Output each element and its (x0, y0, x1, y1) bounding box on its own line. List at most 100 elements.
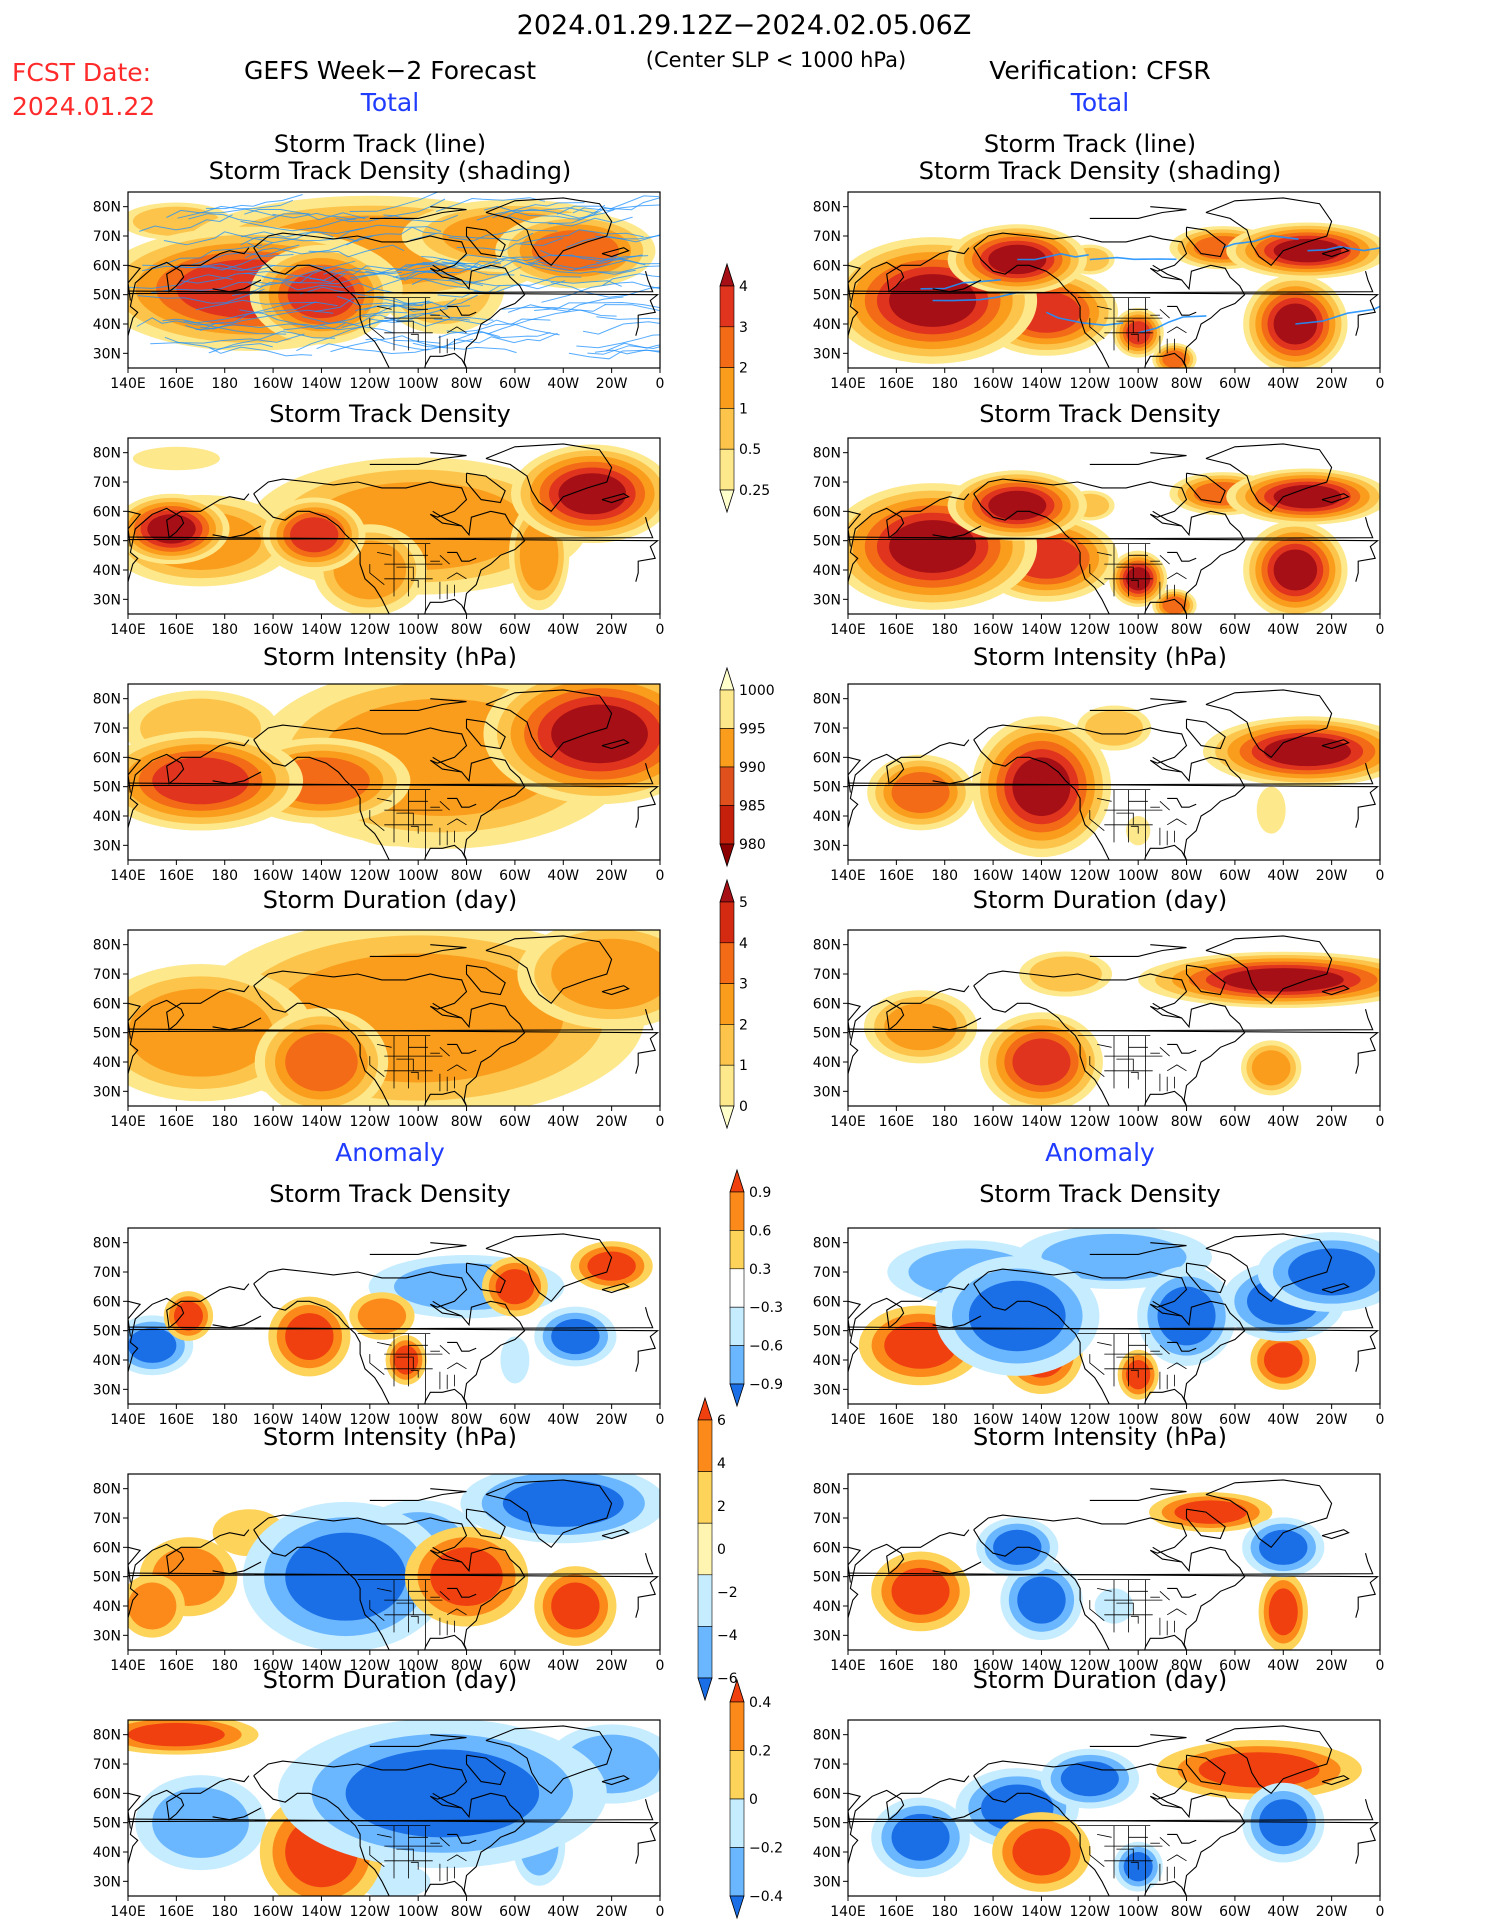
lon-tick-label: 160W (253, 622, 294, 638)
map-frame (127, 929, 661, 1107)
lat-tick-label: 30N (813, 838, 841, 854)
lat-tick-label: 60N (813, 750, 841, 766)
colorbar-tick-label: −2 (717, 1585, 738, 1601)
lon-tick-label: 100W (1118, 376, 1159, 392)
lon-tick-label: 160E (159, 622, 195, 638)
lat-tick-label: 30N (813, 346, 841, 362)
lon-tick-label: 20W (596, 868, 628, 884)
lon-tick-label: 140W (301, 868, 342, 884)
lon-tick-label: 180 (211, 376, 238, 392)
lon-tick-label: 140E (830, 1114, 866, 1130)
colorbar-duration-anomaly: 0.4 0.2 0 −0.2 −0.4 (729, 1678, 783, 1920)
lon-tick-label: 120W (1070, 1114, 1111, 1130)
lat-tick-label: 30N (93, 592, 121, 608)
date-range-title: 2024.01.29.12Z−2024.02.05.06Z (516, 10, 972, 41)
colorbar-tick-label: −6 (717, 1671, 738, 1687)
lon-tick-label: 140E (110, 622, 146, 638)
map-frame (127, 1473, 661, 1651)
contour-fill (1273, 303, 1318, 345)
lat-tick-label: 70N (813, 967, 841, 983)
lat-tick-label: 60N (93, 1786, 121, 1802)
lat-tick-label: 60N (93, 996, 121, 1012)
contour-fill (1198, 1752, 1320, 1788)
lon-tick-label: 40W (1267, 622, 1299, 638)
lon-tick-label: 120W (1070, 376, 1111, 392)
map-panel-fc-density-anom: 80N 70N 60N 50N 40N 30N 140E 160E 180 160W 140W 120… (93, 1227, 664, 1428)
lon-tick-label: 140W (1021, 1658, 1062, 1674)
lon-tick-label: 180 (211, 868, 238, 884)
lat-tick-label: 40N (93, 563, 121, 579)
colorbar-tick-label: 0.5 (739, 442, 761, 458)
lon-tick-label: 80W (1171, 1114, 1203, 1130)
lon-tick-label: 140W (1021, 1114, 1062, 1130)
contour-fill (1268, 1588, 1298, 1636)
lat-tick-label: 80N (93, 1482, 121, 1498)
lon-tick-label: 180 (211, 1658, 238, 1674)
lon-tick-label: 160E (159, 376, 195, 392)
lat-tick-label: 40N (93, 809, 121, 825)
lon-tick-label: 140E (110, 1412, 146, 1428)
lon-tick-label: 140W (1021, 1412, 1062, 1428)
colorbar-tick-label: 5 (739, 895, 748, 911)
lat-tick-label: 80N (813, 1482, 841, 1498)
lon-tick-label: 100W (1118, 1114, 1159, 1130)
lon-tick-label: 180 (211, 1412, 238, 1428)
colorbar-tick-label: 2 (739, 1017, 748, 1033)
lon-tick-label: 120W (1070, 868, 1111, 884)
coastline (128, 1725, 660, 1896)
shading-layer (128, 1474, 660, 1650)
contour-fill (1288, 1248, 1376, 1296)
lon-tick-label: 100W (398, 868, 439, 884)
shading-layer (848, 1479, 1380, 1650)
shading-layer (848, 1228, 1380, 1404)
contour-fill (558, 473, 627, 515)
shading-layer (128, 192, 660, 368)
lon-tick-label: 60W (499, 1412, 531, 1428)
lon-tick-label: 40W (547, 376, 579, 392)
contour-fill (1273, 549, 1318, 591)
lat-tick-label: 60N (813, 1540, 841, 1556)
lon-tick-label: 140W (301, 1412, 342, 1428)
lat-tick-label: 80N (93, 1728, 121, 1744)
lon-tick-label: 140W (301, 622, 342, 638)
lat-tick-label: 40N (813, 317, 841, 333)
lon-tick-label: 80W (1171, 622, 1203, 638)
colorbar-tick-label: 0.2 (749, 1744, 771, 1760)
total-label-left: Total (360, 88, 420, 117)
contour-fill (1273, 484, 1342, 509)
slp-criterion: (Center SLP < 1000 hPa) (645, 48, 907, 72)
lat-tick-label: 70N (813, 475, 841, 491)
lon-tick-label: 80W (1171, 1904, 1203, 1920)
lat-tick-label: 60N (93, 1294, 121, 1310)
contour-fill (551, 704, 648, 764)
forecast-model-label: GEFS Week−2 Forecast (243, 56, 537, 85)
lat-tick-label: 40N (813, 1353, 841, 1369)
lat-tick-label: 50N (93, 1816, 121, 1832)
lon-tick-label: 0 (656, 868, 665, 884)
lon-tick-label: 80W (451, 376, 483, 392)
lon-tick-label: 40W (1267, 1114, 1299, 1130)
lat-tick-label: 80N (93, 692, 121, 708)
lon-tick-label: 100W (398, 376, 439, 392)
lon-tick-label: 60W (499, 1114, 531, 1130)
lon-tick-label: 100W (398, 1114, 439, 1130)
colorbar-tick-label: 0.3 (749, 1262, 771, 1278)
contour-fill (968, 1280, 1066, 1352)
lat-tick-label: 70N (93, 721, 121, 737)
lon-tick-label: 40W (1267, 1904, 1299, 1920)
lon-tick-label: 160E (879, 622, 915, 638)
title-fc-duration: Storm Duration (day) (262, 886, 518, 914)
coastline (848, 689, 1380, 860)
lat-tick-label: 50N (813, 534, 841, 550)
colorbar-tick-label: 6 (717, 1413, 726, 1429)
lat-tick-label: 70N (813, 721, 841, 737)
colorbar-tick-label: 1000 (739, 683, 775, 699)
colorbar-tick-label: 2 (717, 1499, 726, 1515)
contour-fill (1017, 1576, 1066, 1624)
lon-tick-label: 120W (350, 1904, 391, 1920)
lon-tick-label: 180 (931, 1904, 958, 1920)
map-frame (847, 437, 1381, 615)
coastline (128, 935, 660, 1106)
colorbar-tick-label: 4 (717, 1456, 726, 1472)
lat-tick-label: 40N (813, 1599, 841, 1615)
